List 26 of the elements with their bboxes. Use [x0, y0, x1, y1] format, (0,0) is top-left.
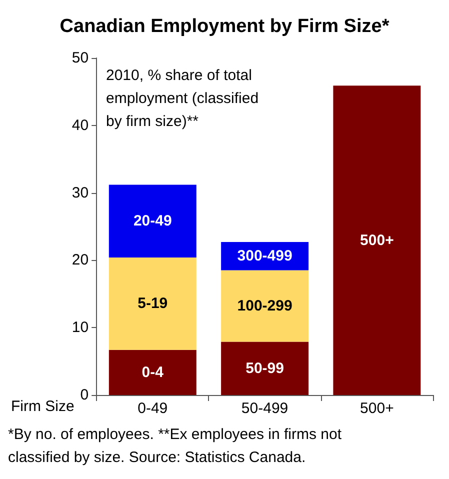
- y-tick-label: 50: [72, 50, 89, 66]
- x-tick-label: 0-49: [138, 400, 168, 417]
- data-label: 100-299: [237, 298, 292, 315]
- text: *By no. of employees. **Ex employees in firms not classified by size. Source: Statistics Canada.: [8, 426, 342, 466]
- bar: [221, 270, 309, 342]
- data-label: 20-49: [133, 212, 172, 230]
- data-label: 5-19: [138, 295, 168, 312]
- y-tick-label: 40: [72, 116, 89, 134]
- x-tick-label: 50-499: [241, 400, 288, 417]
- chart-title: Canadian Employment by Firm Size*: [60, 16, 390, 37]
- y-tick-label: 10: [72, 319, 89, 336]
- data-label: 500+: [360, 232, 394, 249]
- y-tick-label: 0: [80, 386, 89, 404]
- data-label: 0-4: [142, 364, 164, 381]
- y-tick-label: 20: [72, 252, 89, 269]
- bar: [108, 184, 196, 258]
- data-label: 300-499: [237, 248, 292, 265]
- bar: [108, 350, 196, 395]
- y-tick-label: 30: [72, 184, 89, 202]
- bar: [333, 86, 421, 395]
- annotation: 2010, % share of total employment (classified by firm size)**: [106, 67, 259, 130]
- bar: [221, 342, 309, 395]
- bar: [108, 258, 196, 350]
- data-label: 50-99: [246, 360, 284, 377]
- x-axis-title: Firm Size: [10, 398, 74, 415]
- x-tick-label: 500+: [360, 400, 394, 417]
